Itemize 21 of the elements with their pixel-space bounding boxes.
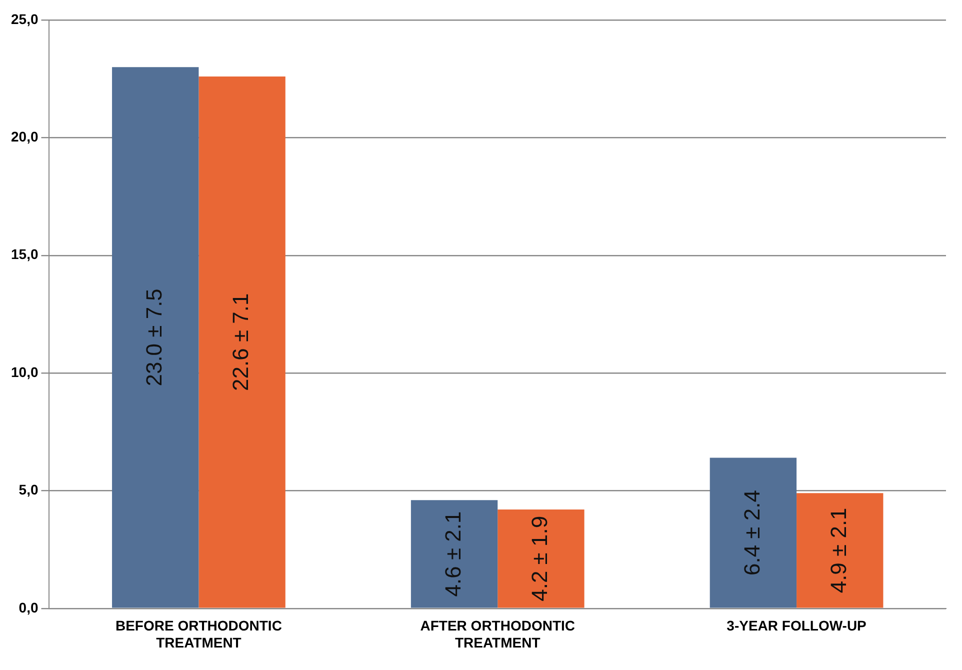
data-label: 22.6 ± 7.1 [228,293,254,391]
x-tick-label: BEFORE ORTHODONTIC TREATMENT [115,618,282,650]
data-label: 23.0 ± 7.5 [141,288,166,386]
data-label: 4.9 ± 2.1 [826,508,851,594]
data-label: 4.2 ± 1.9 [527,516,552,602]
bar [198,76,286,608]
y-tick-label: 10,0 [11,364,38,380]
y-tick-label: 25,0 [11,10,38,27]
data-label: 6.4 ± 2.4 [739,490,764,576]
bar [796,493,884,608]
bar [710,458,797,608]
y-tick-label: 20,0 [11,128,38,145]
data-label: 4.6 ± 2.1 [440,511,466,597]
x-tick-label: AFTER ORTHODONTIC TREATMENT [420,618,576,650]
bar [498,510,584,608]
y-tick-label: 15,0 [11,246,38,262]
x-tick-label: 3-YEAR FOLLOW-UP [726,618,866,634]
bar [410,500,498,608]
bar [112,67,199,608]
y-tick-label: 0,0 [18,599,38,616]
y-tick-label: 5,0 [18,482,38,498]
